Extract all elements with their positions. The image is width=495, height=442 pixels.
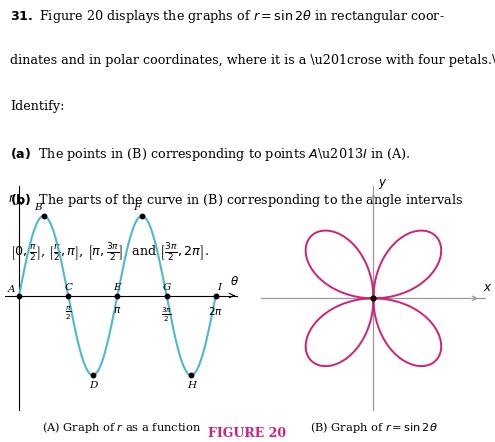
Text: $\mathbf{31.}$ Figure 20 displays the graphs of $r = \sin 2\theta$ in rectangula: $\mathbf{31.}$ Figure 20 displays the gr… <box>10 8 445 25</box>
Text: $2\pi$: $2\pi$ <box>208 305 223 317</box>
Text: FIGURE 20: FIGURE 20 <box>208 427 287 440</box>
Text: $\pi$: $\pi$ <box>113 305 122 315</box>
Text: $\mathbf{(a)}$  The points in (B) corresponding to points $A$\u2013$I$ in (A).: $\mathbf{(a)}$ The points in (B) corresp… <box>10 146 410 163</box>
Text: C: C <box>64 283 72 292</box>
Text: (B) Graph of $r = \sin 2\theta$: (B) Graph of $r = \sin 2\theta$ <box>309 420 438 435</box>
Text: dinates and in polar coordinates, where it is a \u201crose with four petals.\u20: dinates and in polar coordinates, where … <box>10 54 495 67</box>
Text: G: G <box>162 283 171 292</box>
Text: $\frac{\pi}{2}$: $\frac{\pi}{2}$ <box>65 305 71 322</box>
Text: A: A <box>7 285 15 293</box>
Text: D: D <box>89 381 98 390</box>
Text: $\frac{3\pi}{2}$: $\frac{3\pi}{2}$ <box>161 305 172 324</box>
Text: (A) Graph of $r$ as a function: (A) Graph of $r$ as a function <box>42 420 201 435</box>
Text: E: E <box>113 283 121 292</box>
Text: $\mathbf{(b)}$  The parts of the curve in (B) corresponding to the angle interva: $\mathbf{(b)}$ The parts of the curve in… <box>10 192 463 209</box>
Text: $\left[0, \frac{\pi}{2}\right]$, $\left[\frac{\pi}{2}, \pi\right]$, $\left[\pi, : $\left[0, \frac{\pi}{2}\right]$, $\left[… <box>10 241 209 263</box>
Text: $x$: $x$ <box>483 281 492 294</box>
Text: B: B <box>34 203 42 213</box>
Text: Identify:: Identify: <box>10 100 64 113</box>
Text: F: F <box>133 203 140 213</box>
Text: I: I <box>217 283 221 292</box>
Text: $r$: $r$ <box>8 192 16 205</box>
Text: $\theta$: $\theta$ <box>230 275 239 288</box>
Text: $y$: $y$ <box>378 177 387 191</box>
Text: H: H <box>187 381 197 390</box>
